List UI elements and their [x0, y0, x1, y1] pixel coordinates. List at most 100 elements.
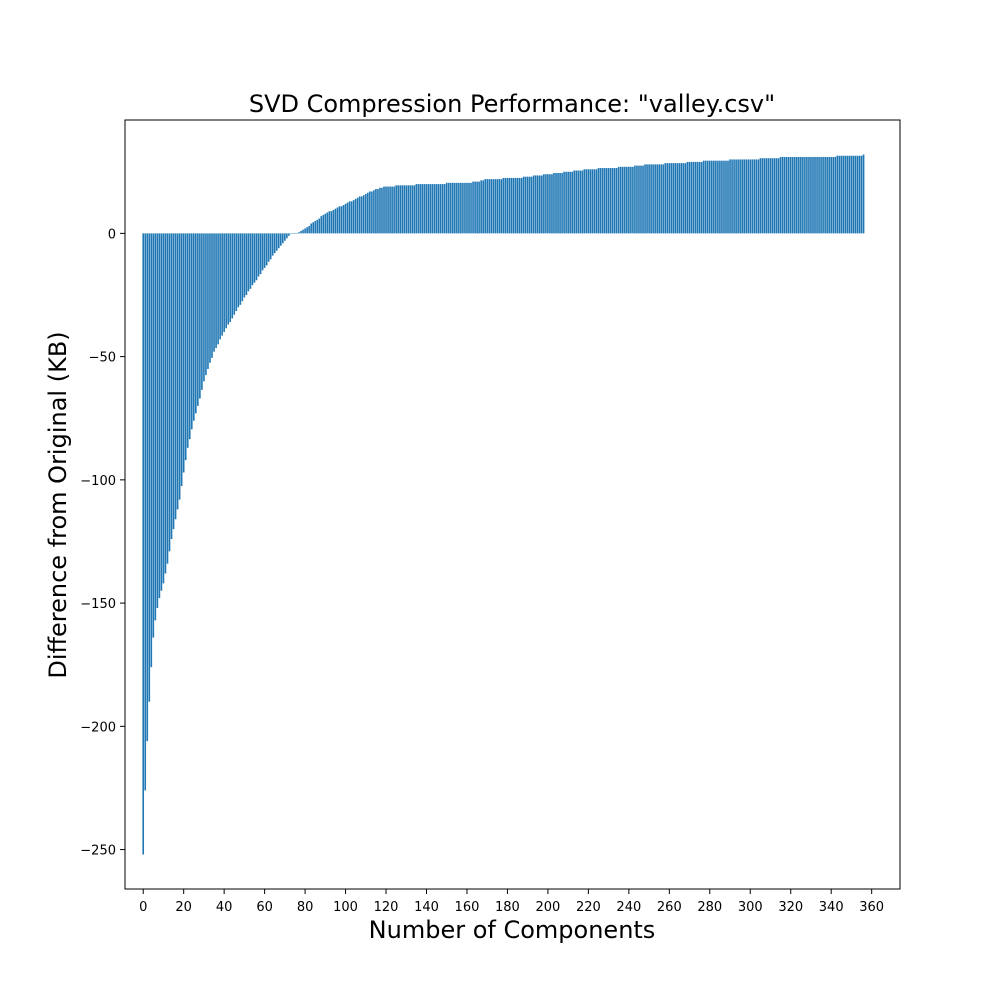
bar — [619, 166, 622, 234]
bar — [605, 168, 608, 234]
bar — [395, 185, 397, 234]
bar — [223, 233, 225, 332]
x-tick-label: 180 — [495, 900, 520, 915]
bar — [711, 160, 713, 234]
bar — [528, 176, 531, 234]
bar — [524, 176, 527, 234]
bar — [399, 185, 402, 234]
bar — [492, 179, 495, 234]
bar — [292, 233, 294, 234]
bar — [658, 164, 661, 234]
bar — [860, 155, 863, 234]
bar — [298, 232, 300, 234]
bar — [660, 164, 663, 234]
bar — [763, 158, 766, 234]
bar — [336, 207, 339, 234]
bar — [460, 182, 462, 234]
bar — [520, 177, 523, 234]
bar — [621, 166, 624, 234]
bar — [623, 166, 626, 234]
bar — [393, 186, 395, 234]
bar — [727, 160, 729, 234]
bar — [221, 233, 223, 336]
bar — [302, 229, 304, 234]
x-tick-label: 200 — [535, 900, 560, 915]
bar — [650, 164, 652, 234]
bar — [419, 184, 422, 234]
bar — [431, 184, 434, 234]
bar — [787, 156, 790, 234]
bar — [757, 159, 760, 234]
bar — [814, 156, 816, 234]
bar — [231, 233, 234, 319]
bar — [447, 182, 450, 234]
bar — [413, 185, 416, 234]
bar — [486, 179, 489, 234]
bar — [715, 160, 717, 234]
bar — [844, 155, 847, 234]
bar — [508, 177, 511, 234]
bar — [573, 170, 576, 234]
bar — [211, 233, 213, 358]
bar — [371, 191, 373, 234]
bar — [316, 219, 319, 234]
bar — [536, 175, 539, 234]
x-tick-label: 280 — [697, 900, 722, 915]
bar — [158, 233, 161, 599]
bar — [482, 180, 484, 234]
bar — [184, 233, 187, 461]
bar — [696, 161, 699, 234]
x-axis-label: Number of Components — [369, 916, 656, 944]
bar — [706, 160, 709, 234]
bar — [195, 233, 197, 414]
bar — [421, 184, 424, 234]
bar — [170, 233, 173, 540]
x-tick-label: 80 — [297, 900, 314, 915]
bar — [668, 163, 671, 234]
bar — [840, 155, 843, 234]
bar — [312, 222, 314, 234]
bar — [494, 179, 497, 234]
bar — [575, 170, 578, 234]
bar — [452, 182, 454, 234]
bar — [545, 174, 547, 234]
bar — [409, 185, 412, 234]
bar — [719, 160, 721, 234]
x-tick-label: 220 — [576, 900, 601, 915]
bar — [338, 206, 341, 234]
bar — [352, 200, 355, 234]
bar — [779, 156, 782, 234]
bar — [607, 168, 610, 234]
bar — [261, 233, 264, 271]
bar — [522, 176, 525, 234]
bar — [192, 233, 195, 421]
bar — [810, 156, 812, 234]
bar — [348, 201, 351, 234]
bar — [146, 233, 149, 742]
x-tick-label: 120 — [374, 900, 399, 915]
bar — [235, 233, 238, 312]
bar — [150, 233, 153, 668]
plot-frame — [124, 119, 901, 890]
bar — [723, 160, 725, 234]
bar — [190, 233, 193, 430]
bar — [765, 158, 768, 234]
bar — [828, 156, 830, 234]
bar — [239, 233, 242, 305]
bar — [472, 181, 474, 234]
bar — [328, 211, 331, 234]
bar — [640, 165, 642, 234]
bar — [759, 158, 762, 234]
bar — [599, 168, 602, 234]
bar — [783, 156, 786, 234]
bar — [781, 156, 784, 234]
bar — [680, 163, 683, 234]
bar — [678, 163, 681, 234]
bar — [830, 156, 833, 234]
bar — [721, 160, 723, 234]
bar — [484, 179, 486, 234]
bar — [383, 186, 385, 234]
bar — [593, 169, 596, 234]
x-tick-label: 320 — [778, 900, 803, 915]
bar — [611, 168, 614, 234]
